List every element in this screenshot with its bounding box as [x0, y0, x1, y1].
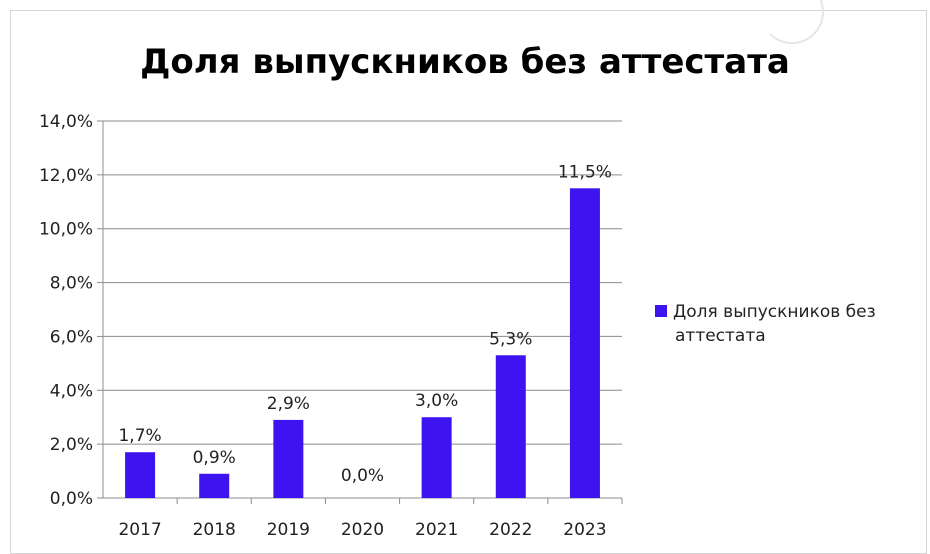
- y-tick-label: 6,0%: [50, 327, 93, 347]
- bar-2017: [125, 452, 156, 498]
- bar-2022: [495, 355, 526, 498]
- legend-label: Доля выпускников без аттестата: [673, 302, 876, 346]
- chart-title: Доля выпускников без аттестата: [140, 42, 790, 82]
- x-tick-label-2021: 2021: [415, 520, 458, 540]
- x-tick-label-2017: 2017: [118, 520, 161, 540]
- chart-frame: [10, 10, 927, 554]
- y-axis-ticks: 0,0% 2,0% 4,0% 6,0% 8,0% 10,0% 12,0% 14,0%: [39, 112, 93, 509]
- y-tick-label: 12,0%: [39, 166, 93, 186]
- axes: [97, 120, 623, 504]
- y-tick-label: 14,0%: [39, 112, 93, 132]
- x-tick-label-2020: 2020: [341, 520, 384, 540]
- bar-2019: [273, 419, 304, 498]
- legend-swatch: [655, 305, 667, 317]
- data-labels: 1,7% 0,9% 2,9% 0,0% 3,0% 5,3% 11,5%: [118, 162, 611, 486]
- y-tick-label: 4,0%: [50, 381, 93, 401]
- bars: [125, 188, 600, 499]
- x-tick-label-2019: 2019: [267, 520, 310, 540]
- bar-2021: [421, 417, 452, 498]
- data-label-2019: 2,9%: [267, 394, 310, 414]
- data-label-2021: 3,0%: [415, 391, 458, 411]
- data-label-2018: 0,9%: [193, 448, 236, 468]
- y-tick-label: 10,0%: [39, 220, 93, 240]
- y-tick-label: 0,0%: [50, 489, 93, 509]
- y-tick-label: 2,0%: [50, 435, 93, 455]
- y-tick-label: 8,0%: [50, 274, 93, 294]
- data-label-2017: 1,7%: [118, 426, 161, 446]
- data-label-2022: 5,3%: [489, 329, 532, 349]
- x-tick-label-2023: 2023: [563, 520, 606, 540]
- grid-lines: [103, 120, 622, 445]
- data-label-2020: 0,0%: [341, 466, 384, 486]
- legend: Доля выпускников без аттестата: [655, 300, 925, 348]
- x-tick-label-2022: 2022: [489, 520, 532, 540]
- legend-entry: Доля выпускников без аттестата: [655, 300, 925, 348]
- x-axis-ticks: 2017 2018 2019 2020 2021 2022 2023: [118, 520, 606, 540]
- data-label-2023: 11,5%: [558, 162, 612, 182]
- bar-2023: [569, 188, 600, 499]
- bar-2018: [199, 473, 230, 498]
- x-tick-label-2018: 2018: [193, 520, 236, 540]
